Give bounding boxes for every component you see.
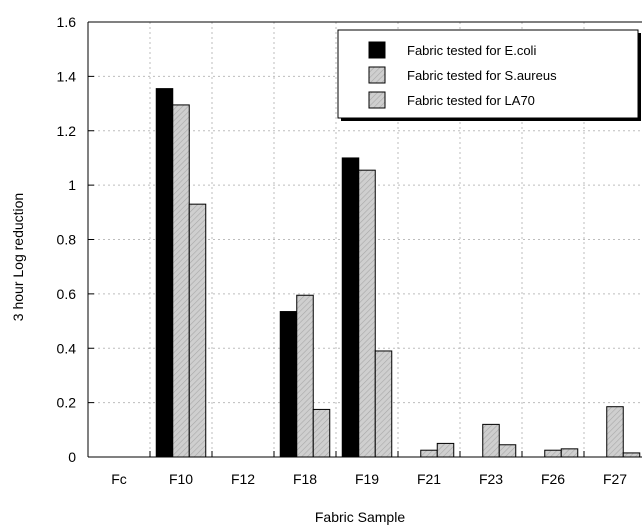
x-tick-label: F26: [541, 471, 565, 487]
bar-f10-series-2: [173, 105, 190, 457]
legend-label-3: Fabric tested for LA70: [407, 93, 535, 108]
bar-f27-series-3: [623, 453, 640, 457]
legend-label-2: Fabric tested for S.aureus: [407, 68, 557, 83]
x-axis-label: Fabric Sample: [315, 509, 405, 525]
x-tick-label: F27: [603, 471, 627, 487]
bar-f19-series-3: [375, 351, 392, 457]
bar-f26-series-3: [561, 449, 578, 457]
y-tick-label: 0: [68, 449, 76, 465]
bar-f23-series-3: [499, 445, 516, 457]
bar-f18-series-1: [280, 312, 297, 457]
bar-f18-series-2: [297, 295, 314, 457]
bar-f26-series-2: [545, 450, 562, 457]
bar-f10-series-3: [189, 204, 206, 457]
x-tick-label: F18: [293, 471, 317, 487]
y-tick-label: 1.2: [57, 123, 77, 139]
x-tick-label: Fc: [111, 471, 127, 487]
y-tick-label: 0.6: [57, 286, 77, 302]
y-tick-label: 0.2: [57, 395, 77, 411]
bar-f23-series-2: [483, 424, 500, 457]
legend-swatch-2: [369, 67, 385, 83]
y-tick-label: 1.4: [57, 68, 77, 84]
legend-swatch-1: [369, 42, 385, 58]
legend-label-1: Fabric tested for E.coli: [407, 43, 536, 58]
y-tick-label: 0.8: [57, 232, 77, 248]
bar-f19-series-1: [342, 158, 359, 457]
y-axis-label: 3 hour Log reduction: [10, 193, 26, 321]
bar-f10-series-1: [156, 89, 173, 457]
legend: Fabric tested for E.coli Fabric tested fo…: [338, 30, 641, 121]
x-tick-label: F19: [355, 471, 379, 487]
bar-f21-series-2: [421, 450, 438, 457]
x-tick-label: F23: [479, 471, 503, 487]
x-tick-label: F12: [231, 471, 255, 487]
y-tick-label: 1: [68, 177, 76, 193]
y-tick-label: 1.6: [57, 14, 77, 30]
y-tick-label: 0.4: [57, 340, 77, 356]
x-tick-label: F21: [417, 471, 441, 487]
bar-f27-series-2: [607, 407, 624, 457]
bar-f18-series-3: [313, 409, 330, 457]
bar-f19-series-2: [359, 170, 376, 457]
bar-f21-series-3: [437, 443, 454, 457]
x-tick-label: F10: [169, 471, 193, 487]
legend-swatch-3: [369, 92, 385, 108]
